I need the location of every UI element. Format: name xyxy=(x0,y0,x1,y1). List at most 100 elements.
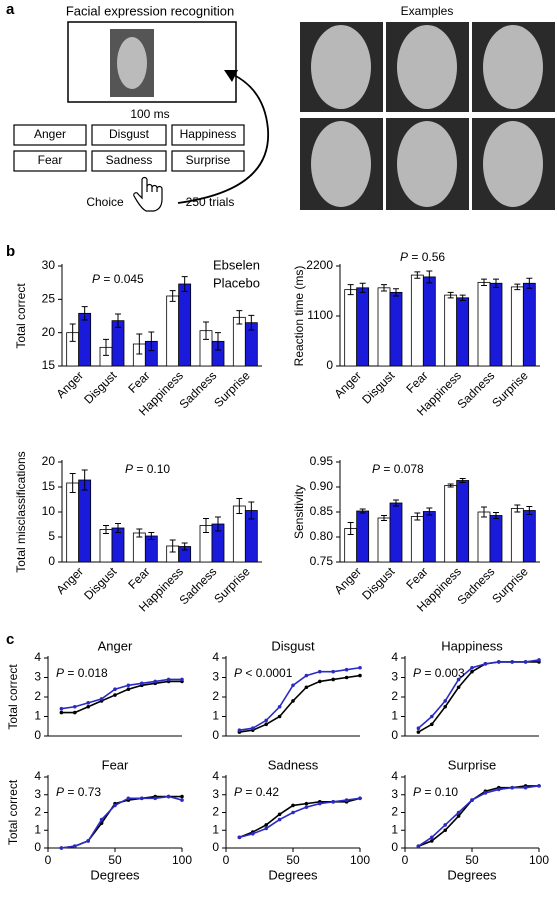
point xyxy=(456,677,461,682)
line xyxy=(239,797,361,839)
line xyxy=(61,680,182,714)
error-bar xyxy=(236,310,243,325)
y-tick-label: 2 xyxy=(34,805,41,819)
y-tick-label: 2 xyxy=(34,689,41,703)
bar xyxy=(111,527,125,563)
x-tick-label: Surprise xyxy=(489,564,531,606)
error-bar xyxy=(136,528,143,538)
point xyxy=(291,699,295,703)
point xyxy=(456,810,461,815)
point xyxy=(264,722,269,727)
point xyxy=(416,726,421,730)
point xyxy=(537,784,541,788)
point xyxy=(497,660,501,664)
point xyxy=(416,844,421,849)
y-tick-label: 1 xyxy=(212,822,219,836)
y-tick-label: 3 xyxy=(212,670,219,684)
bar xyxy=(377,287,391,367)
error-bar xyxy=(347,522,354,535)
point xyxy=(344,675,349,680)
y-tick-label: 0.80 xyxy=(310,529,334,543)
axis xyxy=(339,264,540,367)
choice-option: Fear xyxy=(38,153,63,167)
bar xyxy=(422,276,436,367)
bar xyxy=(99,529,113,563)
example-photos xyxy=(299,21,555,211)
error-bar xyxy=(148,331,155,352)
y-tick-label: 2 xyxy=(391,689,398,703)
y-tick-label: 20 xyxy=(42,325,56,339)
point xyxy=(470,798,474,802)
error-bar xyxy=(514,283,521,291)
point xyxy=(277,704,282,709)
point xyxy=(264,823,269,827)
point xyxy=(86,704,90,709)
point xyxy=(166,677,171,682)
point xyxy=(153,679,157,684)
x-tick-label: 0 xyxy=(223,853,230,867)
point xyxy=(318,801,322,806)
p-value: P = 0.018 xyxy=(56,666,108,680)
p-value: P = 0.10 xyxy=(125,462,170,476)
point xyxy=(318,669,322,674)
chart-title: Sadness xyxy=(268,757,319,772)
point xyxy=(166,794,171,799)
error-bar xyxy=(459,478,466,483)
error-bar xyxy=(447,483,454,488)
error-bar xyxy=(359,508,366,514)
y-axis-label: Total correct xyxy=(6,664,20,730)
error-bar xyxy=(181,542,188,551)
bar xyxy=(510,286,524,367)
point xyxy=(277,812,282,817)
point xyxy=(126,687,131,691)
error-bar xyxy=(393,499,399,507)
bar xyxy=(389,291,403,367)
x-tick-label: Sadness xyxy=(176,564,219,607)
line xyxy=(61,795,183,849)
y-tick-label: 4 xyxy=(34,650,41,664)
y-tick-label: 15 xyxy=(42,358,56,372)
error-bar xyxy=(459,294,466,302)
y-tick-label: 3 xyxy=(212,787,219,801)
point xyxy=(483,791,488,795)
y-tick-label: 0 xyxy=(391,840,398,854)
error-bar xyxy=(381,515,387,521)
point xyxy=(113,687,117,691)
error-bar xyxy=(169,290,176,302)
error-bar xyxy=(347,284,354,296)
y-tick-label: 4 xyxy=(391,650,398,664)
point xyxy=(153,796,157,801)
point xyxy=(237,835,242,840)
line xyxy=(239,797,361,839)
error-bar xyxy=(81,469,88,491)
p-value: P < 0.0001 xyxy=(234,666,293,680)
point xyxy=(140,681,144,686)
x-tick-label: 100 xyxy=(172,853,192,867)
error-bar xyxy=(215,516,221,532)
point xyxy=(443,704,448,709)
p-value: P = 0.003 xyxy=(413,666,465,680)
point xyxy=(497,787,501,792)
point xyxy=(59,710,64,715)
error-bar xyxy=(103,338,109,356)
bar xyxy=(344,289,358,367)
point xyxy=(180,677,184,682)
x-tick-label: Disgust xyxy=(359,564,398,603)
y-tick-label: 25 xyxy=(42,292,56,306)
bar xyxy=(489,515,503,563)
point xyxy=(470,665,474,670)
point xyxy=(180,798,184,802)
panel-label: a xyxy=(6,1,15,18)
bar xyxy=(444,294,458,367)
bar xyxy=(422,511,436,563)
y-tick-label: 0 xyxy=(326,358,333,372)
y-tick-label: 0 xyxy=(48,554,55,568)
choice-option: Disgust xyxy=(109,127,150,141)
y-tick-label: 5 xyxy=(48,529,55,543)
y-tick-label: 1 xyxy=(391,709,398,723)
error-bar xyxy=(414,271,421,279)
line xyxy=(417,785,540,847)
point xyxy=(443,699,448,703)
point xyxy=(483,662,488,666)
